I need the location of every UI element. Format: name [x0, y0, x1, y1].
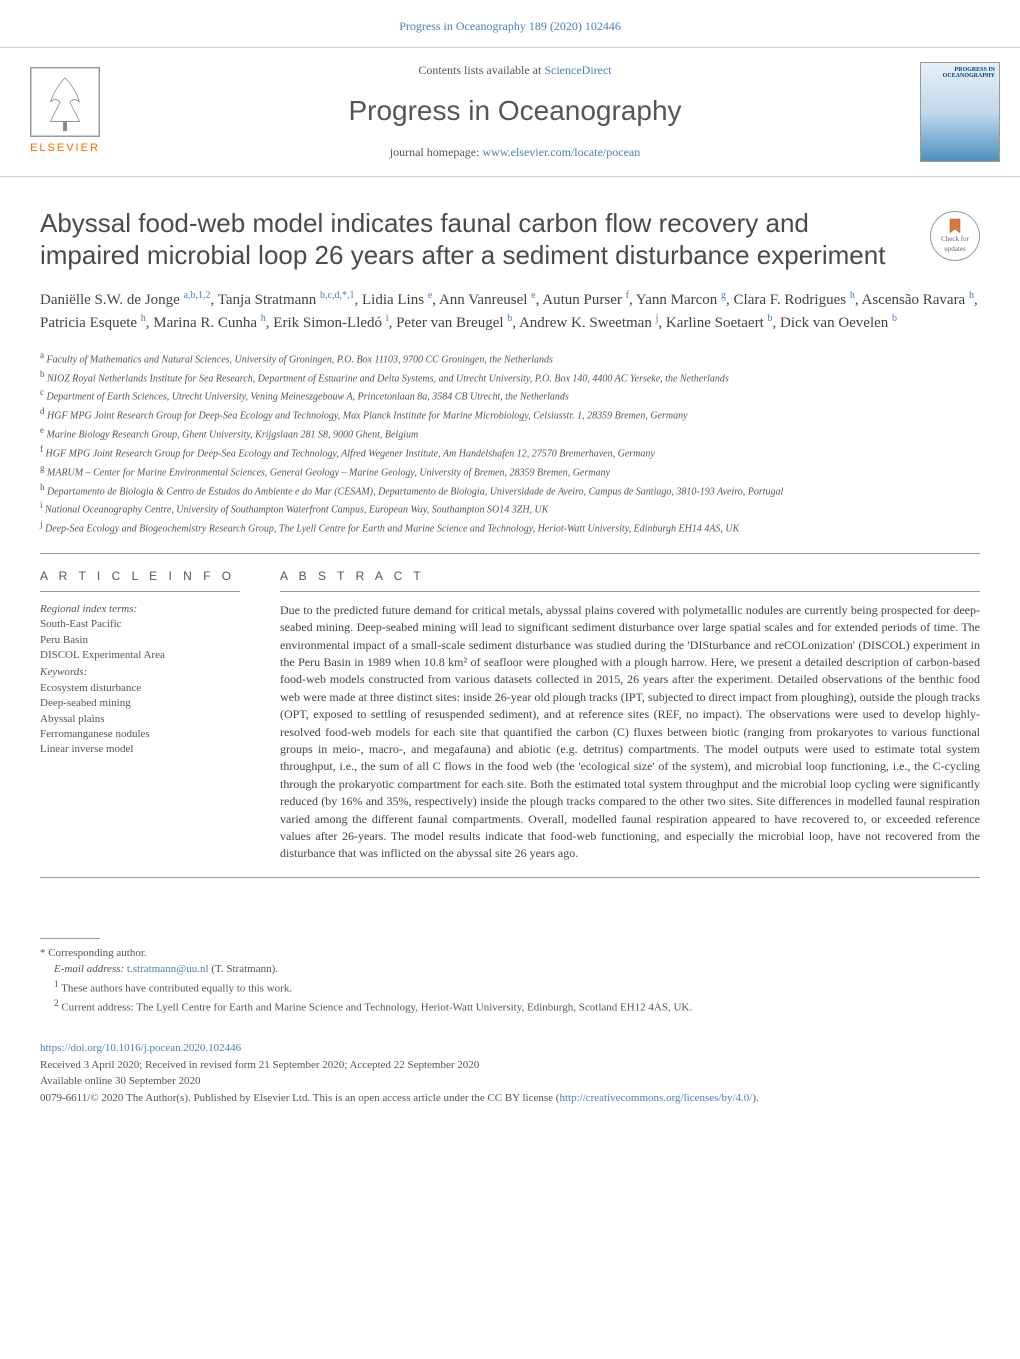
keyword-term: Ecosystem disturbance: [40, 681, 240, 696]
keyword-term: Ferromanganese nodules: [40, 727, 240, 742]
affiliation: a Faculty of Mathematics and Natural Sci…: [40, 349, 980, 368]
journal-header: ELSEVIER Contents lists available at Sci…: [0, 47, 1020, 177]
homepage-link[interactable]: www.elsevier.com/locate/pocean: [482, 145, 640, 159]
corresponding-label: * Corresponding author.: [40, 945, 980, 962]
email-label: E-mail address:: [54, 963, 127, 975]
authors-list: Daniëlle S.W. de Jonge a,b,1,2, Tanja St…: [0, 272, 1020, 343]
email-link[interactable]: t.stratmann@uu.nl: [127, 963, 209, 975]
footnote-2: 2 Current address: The Lyell Centre for …: [40, 997, 980, 1016]
updates-line2: updates: [944, 245, 965, 255]
regional-term: DISCOL Experimental Area: [40, 648, 240, 663]
citation-header: Progress in Oceanography 189 (2020) 1024…: [0, 0, 1020, 47]
footer: https://doi.org/10.1016/j.pocean.2020.10…: [0, 1032, 1020, 1122]
copyright-suffix: ).: [752, 1092, 758, 1104]
journal-cover-thumb: PROGRESS IN OCEANOGRAPHY: [920, 62, 1000, 162]
affiliations-list: a Faculty of Mathematics and Natural Sci…: [0, 343, 1020, 553]
affiliation: c Department of Earth Sciences, Utrecht …: [40, 386, 980, 405]
affiliation: h Departamento de Biologia & Centro de E…: [40, 481, 980, 500]
regional-label: Regional index terms:: [40, 602, 240, 617]
email-suffix: (T. Stratmann).: [209, 963, 278, 975]
affiliation: d HGF MPG Joint Research Group for Deep-…: [40, 405, 980, 424]
regional-term: Peru Basin: [40, 633, 240, 648]
article-info-col: A R T I C L E I N F O Regional index ter…: [40, 568, 240, 863]
abstract-col: A B S T R A C T Due to the predicted fut…: [280, 568, 980, 863]
cover-label: PROGRESS IN OCEANOGRAPHY: [921, 67, 995, 79]
bookmark-icon: [946, 217, 964, 235]
contents-line: Contents lists available at ScienceDirec…: [110, 62, 920, 79]
keywords-label: Keywords:: [40, 665, 240, 680]
title-row: Abyssal food-web model indicates faunal …: [0, 177, 1020, 272]
homepage-line: journal homepage: www.elsevier.com/locat…: [110, 144, 920, 161]
header-center: Contents lists available at ScienceDirec…: [110, 62, 920, 161]
affiliation: g MARUM – Center for Marine Environmenta…: [40, 462, 980, 481]
regional-terms: South-East PacificPeru BasinDISCOL Exper…: [40, 617, 240, 663]
homepage-prefix: journal homepage:: [390, 145, 483, 159]
received-line: Received 3 April 2020; Received in revis…: [40, 1057, 980, 1074]
affiliation: e Marine Biology Research Group, Ghent U…: [40, 424, 980, 443]
contents-prefix: Contents lists available at: [418, 63, 544, 77]
updates-line1: Check for: [941, 235, 969, 245]
elsevier-name: ELSEVIER: [30, 141, 100, 156]
elsevier-logo: ELSEVIER: [20, 67, 110, 156]
affiliation: i National Oceanography Centre, Universi…: [40, 499, 980, 518]
copyright-prefix: 0079-6611/© 2020 The Author(s). Publishe…: [40, 1092, 559, 1104]
short-rule: [40, 938, 100, 939]
elsevier-tree-icon: [30, 67, 100, 137]
article-title: Abyssal food-web model indicates faunal …: [40, 207, 910, 272]
footnote-1: 1 These authors have contributed equally…: [40, 978, 980, 997]
copyright-line: 0079-6611/© 2020 The Author(s). Publishe…: [40, 1090, 980, 1107]
journal-name: Progress in Oceanography: [110, 91, 920, 130]
info-abstract-row: A R T I C L E I N F O Regional index ter…: [0, 554, 1020, 863]
citation-link[interactable]: Progress in Oceanography 189 (2020) 1024…: [399, 19, 621, 33]
affiliation: f HGF MPG Joint Research Group for Deep-…: [40, 443, 980, 462]
abstract-text: Due to the predicted future demand for c…: [280, 602, 980, 863]
abstract-head: A B S T R A C T: [280, 568, 980, 592]
sciencedirect-link[interactable]: ScienceDirect: [544, 63, 611, 77]
regional-term: South-East Pacific: [40, 617, 240, 632]
available-line: Available online 30 September 2020: [40, 1073, 980, 1090]
note2-text: Current address: The Lyell Centre for Ea…: [59, 1002, 693, 1014]
license-link[interactable]: http://creativecommons.org/licenses/by/4…: [559, 1092, 752, 1104]
keyword-term: Deep-seabed mining: [40, 696, 240, 711]
affiliation: b NIOZ Royal Netherlands Institute for S…: [40, 368, 980, 387]
doi-link[interactable]: https://doi.org/10.1016/j.pocean.2020.10…: [40, 1042, 241, 1054]
check-updates-badge[interactable]: Check for updates: [930, 211, 980, 261]
note1-text: These authors have contributed equally t…: [59, 982, 293, 994]
corresponding-section: * Corresponding author. E-mail address: …: [0, 878, 1020, 1032]
keyword-term: Linear inverse model: [40, 742, 240, 757]
article-info-head: A R T I C L E I N F O: [40, 568, 240, 592]
keywords-terms: Ecosystem disturbanceDeep-seabed miningA…: [40, 681, 240, 758]
email-line: E-mail address: t.stratmann@uu.nl (T. St…: [40, 961, 980, 978]
affiliation: j Deep-Sea Ecology and Biogeochemistry R…: [40, 518, 980, 537]
keyword-term: Abyssal plains: [40, 712, 240, 727]
